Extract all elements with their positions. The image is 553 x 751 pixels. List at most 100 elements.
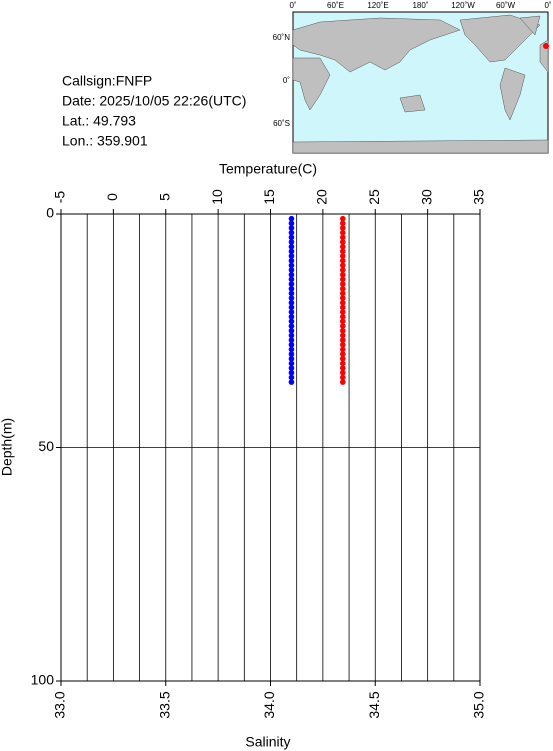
profile-point bbox=[339, 257, 346, 264]
profile-point bbox=[288, 341, 295, 348]
profile-point bbox=[339, 262, 346, 269]
profile-point bbox=[339, 229, 346, 236]
profile-point bbox=[339, 341, 346, 348]
y-tick-label: 100 bbox=[31, 672, 55, 688]
profile-point bbox=[288, 290, 295, 297]
profile-point bbox=[339, 267, 346, 273]
map-position bbox=[543, 43, 549, 49]
profile-point bbox=[339, 323, 346, 329]
map-lon-label: 0˚ bbox=[289, 1, 296, 10]
date: Date: 2025/10/05 22:26(UTC) bbox=[62, 93, 246, 109]
profile-point bbox=[288, 295, 295, 301]
map-labels: 0˚ 60˚E 120˚E 180˚ 120˚W 60˚W 0˚ 60˚N 0˚ 60˚S bbox=[273, 1, 552, 128]
map-land bbox=[292, 14, 549, 154]
profile-point bbox=[339, 346, 346, 353]
profile-point bbox=[339, 243, 346, 250]
profile-point bbox=[288, 346, 295, 353]
profile-point bbox=[339, 332, 346, 339]
profile-point bbox=[288, 281, 295, 287]
profile-point bbox=[339, 374, 346, 381]
callsign: Callsign:FNFP bbox=[62, 73, 152, 89]
profile-point bbox=[339, 285, 346, 292]
profile-point bbox=[339, 337, 346, 343]
profile-point bbox=[288, 327, 295, 334]
map-lat-label: 60˚N bbox=[273, 33, 291, 42]
x-tick-label: -5 bbox=[52, 191, 68, 204]
profile-point bbox=[339, 253, 346, 259]
profile-point bbox=[339, 351, 346, 357]
profile-point bbox=[288, 299, 295, 306]
profile-point bbox=[288, 374, 295, 381]
profile-point bbox=[288, 285, 295, 292]
profile-point bbox=[339, 295, 346, 301]
y-tick-label: 50 bbox=[38, 438, 54, 454]
x-tick-label: 0 bbox=[104, 193, 120, 201]
profile-point bbox=[339, 355, 346, 362]
profile-point bbox=[288, 309, 295, 315]
profile-point bbox=[339, 234, 346, 241]
x-tick-label: 25 bbox=[366, 189, 382, 205]
profile-point bbox=[339, 360, 346, 367]
y-axis-label: Depth(m) bbox=[0, 418, 15, 476]
map-lon-label: 120˚E bbox=[367, 1, 388, 10]
profile-point bbox=[288, 253, 295, 259]
profile-point bbox=[288, 304, 295, 311]
profile-point bbox=[339, 379, 346, 385]
profile-point bbox=[288, 215, 295, 222]
profile-point bbox=[288, 220, 295, 227]
map-lon-label: 120˚W bbox=[451, 1, 475, 10]
y-tick-label: 0 bbox=[46, 205, 54, 221]
profile-point bbox=[339, 220, 346, 227]
profile-point bbox=[288, 257, 295, 264]
x2-tick-label: 33.0 bbox=[52, 691, 68, 718]
profile-point bbox=[288, 248, 295, 255]
profile-point bbox=[288, 323, 295, 329]
profile-point bbox=[288, 225, 295, 231]
map-lon-label: 180˚ bbox=[412, 1, 428, 10]
profile-point bbox=[339, 239, 346, 245]
profile-point bbox=[339, 313, 346, 320]
map-lat-label: 0˚ bbox=[283, 76, 290, 85]
profile-point bbox=[339, 304, 346, 311]
x2-tick-label: 34.5 bbox=[366, 691, 382, 718]
map bbox=[292, 11, 549, 154]
profile-point bbox=[339, 369, 346, 376]
x-tick-label: 10 bbox=[209, 189, 225, 205]
profile-point bbox=[288, 239, 295, 245]
x2-axis-label: Salinity bbox=[245, 734, 290, 750]
profile-point bbox=[339, 271, 346, 278]
profile-point bbox=[339, 327, 346, 334]
profile-point bbox=[288, 243, 295, 250]
profile-point bbox=[288, 365, 295, 371]
profile-point bbox=[339, 281, 346, 287]
map-lat-label: 60˚S bbox=[273, 119, 290, 128]
profile-point bbox=[288, 313, 295, 320]
profile-point bbox=[288, 229, 295, 236]
profile-point bbox=[288, 337, 295, 343]
profile-point bbox=[339, 299, 346, 306]
latitude: Lat.: 49.793 bbox=[62, 113, 136, 129]
profile-point bbox=[288, 360, 295, 367]
info: Callsign:FNFP Date: 2025/10/05 22:26(UTC… bbox=[62, 73, 246, 149]
profile-point bbox=[339, 215, 346, 222]
x-tick-label: 35 bbox=[471, 189, 487, 205]
profile-point bbox=[339, 225, 346, 231]
map-lon-label: 0˚ bbox=[544, 1, 551, 10]
x-tick-label: 20 bbox=[314, 189, 330, 205]
profile-point bbox=[339, 365, 346, 371]
longitude: Lon.: 359.901 bbox=[62, 133, 148, 149]
profile-point bbox=[339, 248, 346, 255]
profile-point bbox=[288, 355, 295, 362]
x2-tick-label: 34.0 bbox=[261, 691, 277, 718]
profile-point bbox=[339, 309, 346, 315]
profile-point bbox=[288, 369, 295, 376]
profile-point bbox=[339, 318, 346, 325]
x-axis-label: Temperature(C) bbox=[219, 161, 317, 177]
map-lon-label: 60˚E bbox=[327, 1, 344, 10]
profile-point bbox=[288, 276, 295, 283]
profile-point bbox=[288, 267, 295, 273]
profile-point bbox=[288, 234, 295, 241]
x-tick-label: 5 bbox=[156, 193, 172, 201]
x-tick-label: 15 bbox=[261, 189, 277, 205]
